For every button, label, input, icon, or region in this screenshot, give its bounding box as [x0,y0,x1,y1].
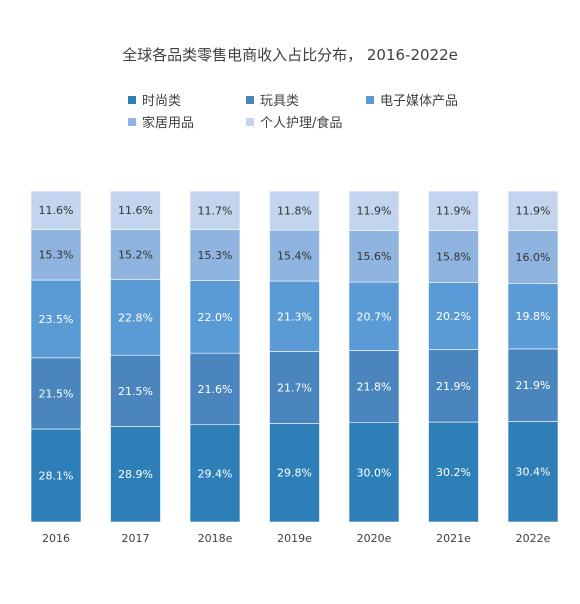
data-label: 21.9% [516,379,551,392]
bar-segment [507,421,559,523]
legend-swatch [246,95,254,104]
bar-segment [269,351,320,424]
data-label: 29.8% [277,467,312,480]
data-label: 11.6% [39,204,74,217]
bar-segment [348,350,400,423]
data-label: 28.9% [118,468,153,481]
data-label: 29.4% [198,467,233,480]
legend-item: 个人护理/食品 [246,112,342,131]
data-label: 20.2% [436,310,471,323]
x-tick-label: 2021e [436,532,471,545]
bar-segment [30,190,82,230]
x-tick-label: 2018e [198,532,233,545]
bar-segment [428,349,479,423]
data-label: 30.2% [436,466,471,479]
data-label: 15.8% [436,251,471,264]
bar-segment [110,354,161,427]
data-label: 21.6% [198,383,233,396]
bar-segment [348,190,400,231]
bar-segment [428,190,479,231]
data-label: 15.6% [357,250,392,263]
bar-segment [189,190,241,231]
bar-segment [348,281,400,351]
legend-label: 时尚类 [142,94,182,109]
bar-segment [428,421,479,523]
x-tick-label: 2022e [516,532,551,545]
bar-segment [189,280,241,354]
bar-segment [30,229,82,281]
data-label: 15.3% [198,249,233,262]
data-label: 28.1% [39,469,74,482]
data-label: 20.7% [357,310,392,323]
data-label: 11.7% [198,204,233,217]
bar-segment [269,423,320,523]
bar-segment [110,190,161,230]
bar-segment [507,283,559,350]
bar-segment [189,352,241,425]
legend-label: 玩具类 [260,94,300,109]
data-label: 23.5% [39,313,74,326]
bar-segment [269,280,320,352]
legend-swatch [128,95,136,104]
bar-segment [348,422,400,523]
legend-swatch [366,95,374,104]
data-label: 21.9% [436,380,471,393]
bar-segment [507,190,559,231]
data-label: 11.9% [516,205,551,218]
bar-segment [30,357,82,430]
bar-segment [30,428,82,523]
data-label: 11.9% [436,205,471,218]
legend-label: 电子媒体产品 [380,94,459,109]
x-tick-label: 2017 [122,532,150,545]
data-label: 21.8% [357,381,392,394]
data-label: 11.8% [277,205,312,218]
bar-segment [269,190,320,231]
legend-swatch [246,117,254,126]
data-label: 30.0% [357,466,392,479]
data-label: 22.0% [198,311,233,324]
data-label: 19.8% [516,310,551,323]
data-label: 21.3% [277,310,312,323]
data-label: 11.9% [357,205,392,218]
legend-label: 个人护理/食品 [260,116,343,131]
data-label: 15.4% [277,250,312,263]
data-label: 15.3% [39,249,74,262]
data-label: 11.6% [118,204,153,217]
legend-item: 玩具类 [246,90,299,109]
data-label: 22.8% [118,311,153,324]
x-tick-label: 2016 [42,532,70,545]
data-label: 21.7% [277,381,312,394]
bar-segment [428,230,479,283]
data-label: 21.5% [39,387,74,400]
x-tick-label: 2019e [277,532,312,545]
legend-item: 时尚类 [128,90,181,109]
bar-segment [189,229,241,281]
legend-item: 电子媒体产品 [366,90,458,109]
data-label: 30.4% [516,466,551,479]
bar-segment [348,230,400,283]
x-tick-label: 2020e [357,532,392,545]
bar-segment [507,348,559,422]
legend-swatch [128,117,136,126]
bar-segment [110,229,161,281]
bar-segment [110,279,161,356]
legend-label: 家居用品 [142,116,195,131]
data-label: 16.0% [516,251,551,264]
data-label: 15.2% [118,249,153,262]
chart-title: 全球各品类零售电商收入占比分布， 2016-2022e [122,46,458,64]
bar-segment [30,279,82,359]
bar-segment [189,424,241,523]
legend-item: 家居用品 [128,112,194,131]
bar-segment [110,426,161,523]
data-label: 21.5% [118,385,153,398]
